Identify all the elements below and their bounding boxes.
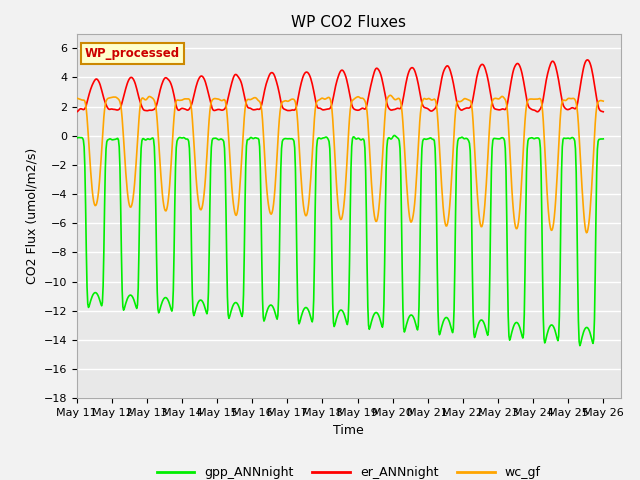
Y-axis label: CO2 Flux (umol/m2/s): CO2 Flux (umol/m2/s) [25,148,38,284]
Legend: gpp_ANNnight, er_ANNnight, wc_gf: gpp_ANNnight, er_ANNnight, wc_gf [152,461,546,480]
X-axis label: Time: Time [333,424,364,437]
Title: WP CO2 Fluxes: WP CO2 Fluxes [291,15,406,30]
Text: WP_processed: WP_processed [85,48,180,60]
